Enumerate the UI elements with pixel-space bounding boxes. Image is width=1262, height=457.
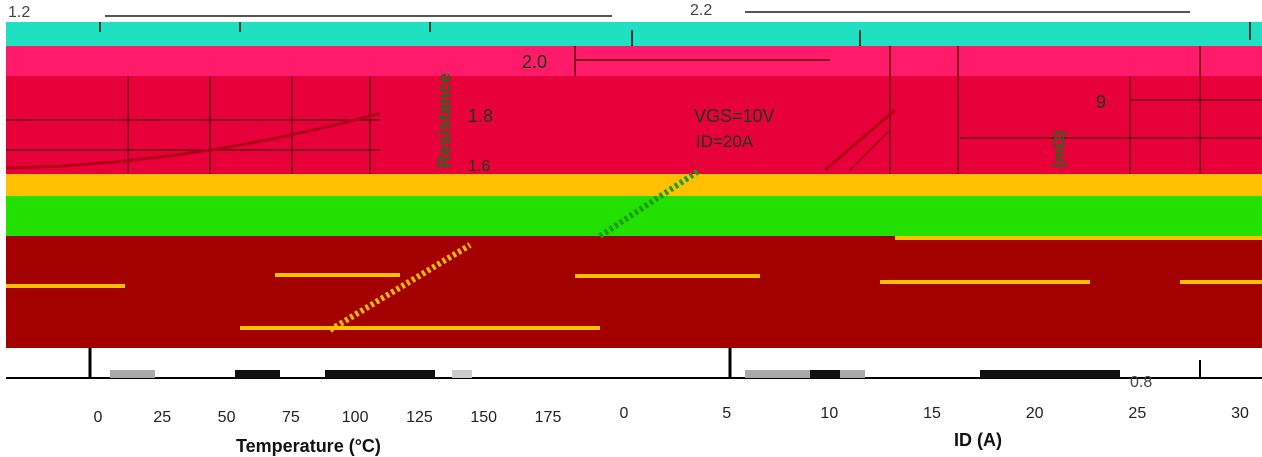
annotation-vgs: VGS=10V bbox=[694, 106, 775, 126]
x-tick-right-0: 0 bbox=[620, 405, 629, 422]
left-y-axis-label: Resistance bbox=[434, 72, 455, 169]
annotation-id: ID=20A bbox=[696, 132, 754, 151]
x-tick-right-10: 10 bbox=[820, 405, 838, 422]
y-tick-1-8: 1.8 bbox=[468, 106, 494, 126]
top-left-tick-label: 1.2 bbox=[8, 4, 31, 21]
green-band bbox=[6, 196, 1262, 236]
cyan-band bbox=[6, 22, 1262, 46]
x-ticks-left: 0 25 50 75 100 125 150 175 bbox=[94, 409, 562, 426]
right-y-axis-label: (mΩ) bbox=[1051, 130, 1068, 168]
top-mid-tick-label: 2.2 bbox=[690, 2, 713, 19]
x-tick-right-20: 20 bbox=[1026, 405, 1044, 422]
right-grid bbox=[574, 46, 1262, 174]
x-tick-left-175: 175 bbox=[535, 409, 562, 426]
series-line-right bbox=[824, 108, 896, 172]
series-line-right-2 bbox=[849, 129, 891, 171]
right-x-axis-label: ID (A) bbox=[954, 430, 1002, 450]
bottom-axis-strip bbox=[6, 348, 1262, 379]
red-band bbox=[6, 76, 1262, 174]
x-tick-right-15: 15 bbox=[923, 405, 941, 422]
darkred-band bbox=[6, 236, 1262, 348]
left-grid bbox=[6, 76, 380, 174]
y-tick-1-6: 1.6 bbox=[468, 158, 491, 175]
x-tick-right-25: 25 bbox=[1128, 405, 1146, 422]
x-tick-left-100: 100 bbox=[342, 409, 369, 426]
x-tick-left-125: 125 bbox=[406, 409, 433, 426]
right-y-tick-0-8: 0.8 bbox=[1130, 374, 1153, 391]
x-tick-right-5: 5 bbox=[722, 405, 731, 422]
x-tick-left-50: 50 bbox=[218, 409, 236, 426]
series-line-left bbox=[5, 111, 381, 170]
x-tick-left-25: 25 bbox=[153, 409, 171, 426]
orange-band bbox=[6, 174, 1262, 196]
x-tick-left-0: 0 bbox=[94, 409, 103, 426]
y-tick-2-0: 2.0 bbox=[522, 52, 548, 72]
x-tick-left-150: 150 bbox=[470, 409, 497, 426]
x-ticks-right: 0 5 10 15 20 25 30 bbox=[620, 405, 1249, 422]
x-tick-right-30: 30 bbox=[1231, 405, 1249, 422]
x-tick-left-75: 75 bbox=[282, 409, 300, 426]
left-x-axis-label: Temperature (°C) bbox=[236, 436, 381, 456]
right-y-tick-9: 9 bbox=[1096, 92, 1107, 112]
